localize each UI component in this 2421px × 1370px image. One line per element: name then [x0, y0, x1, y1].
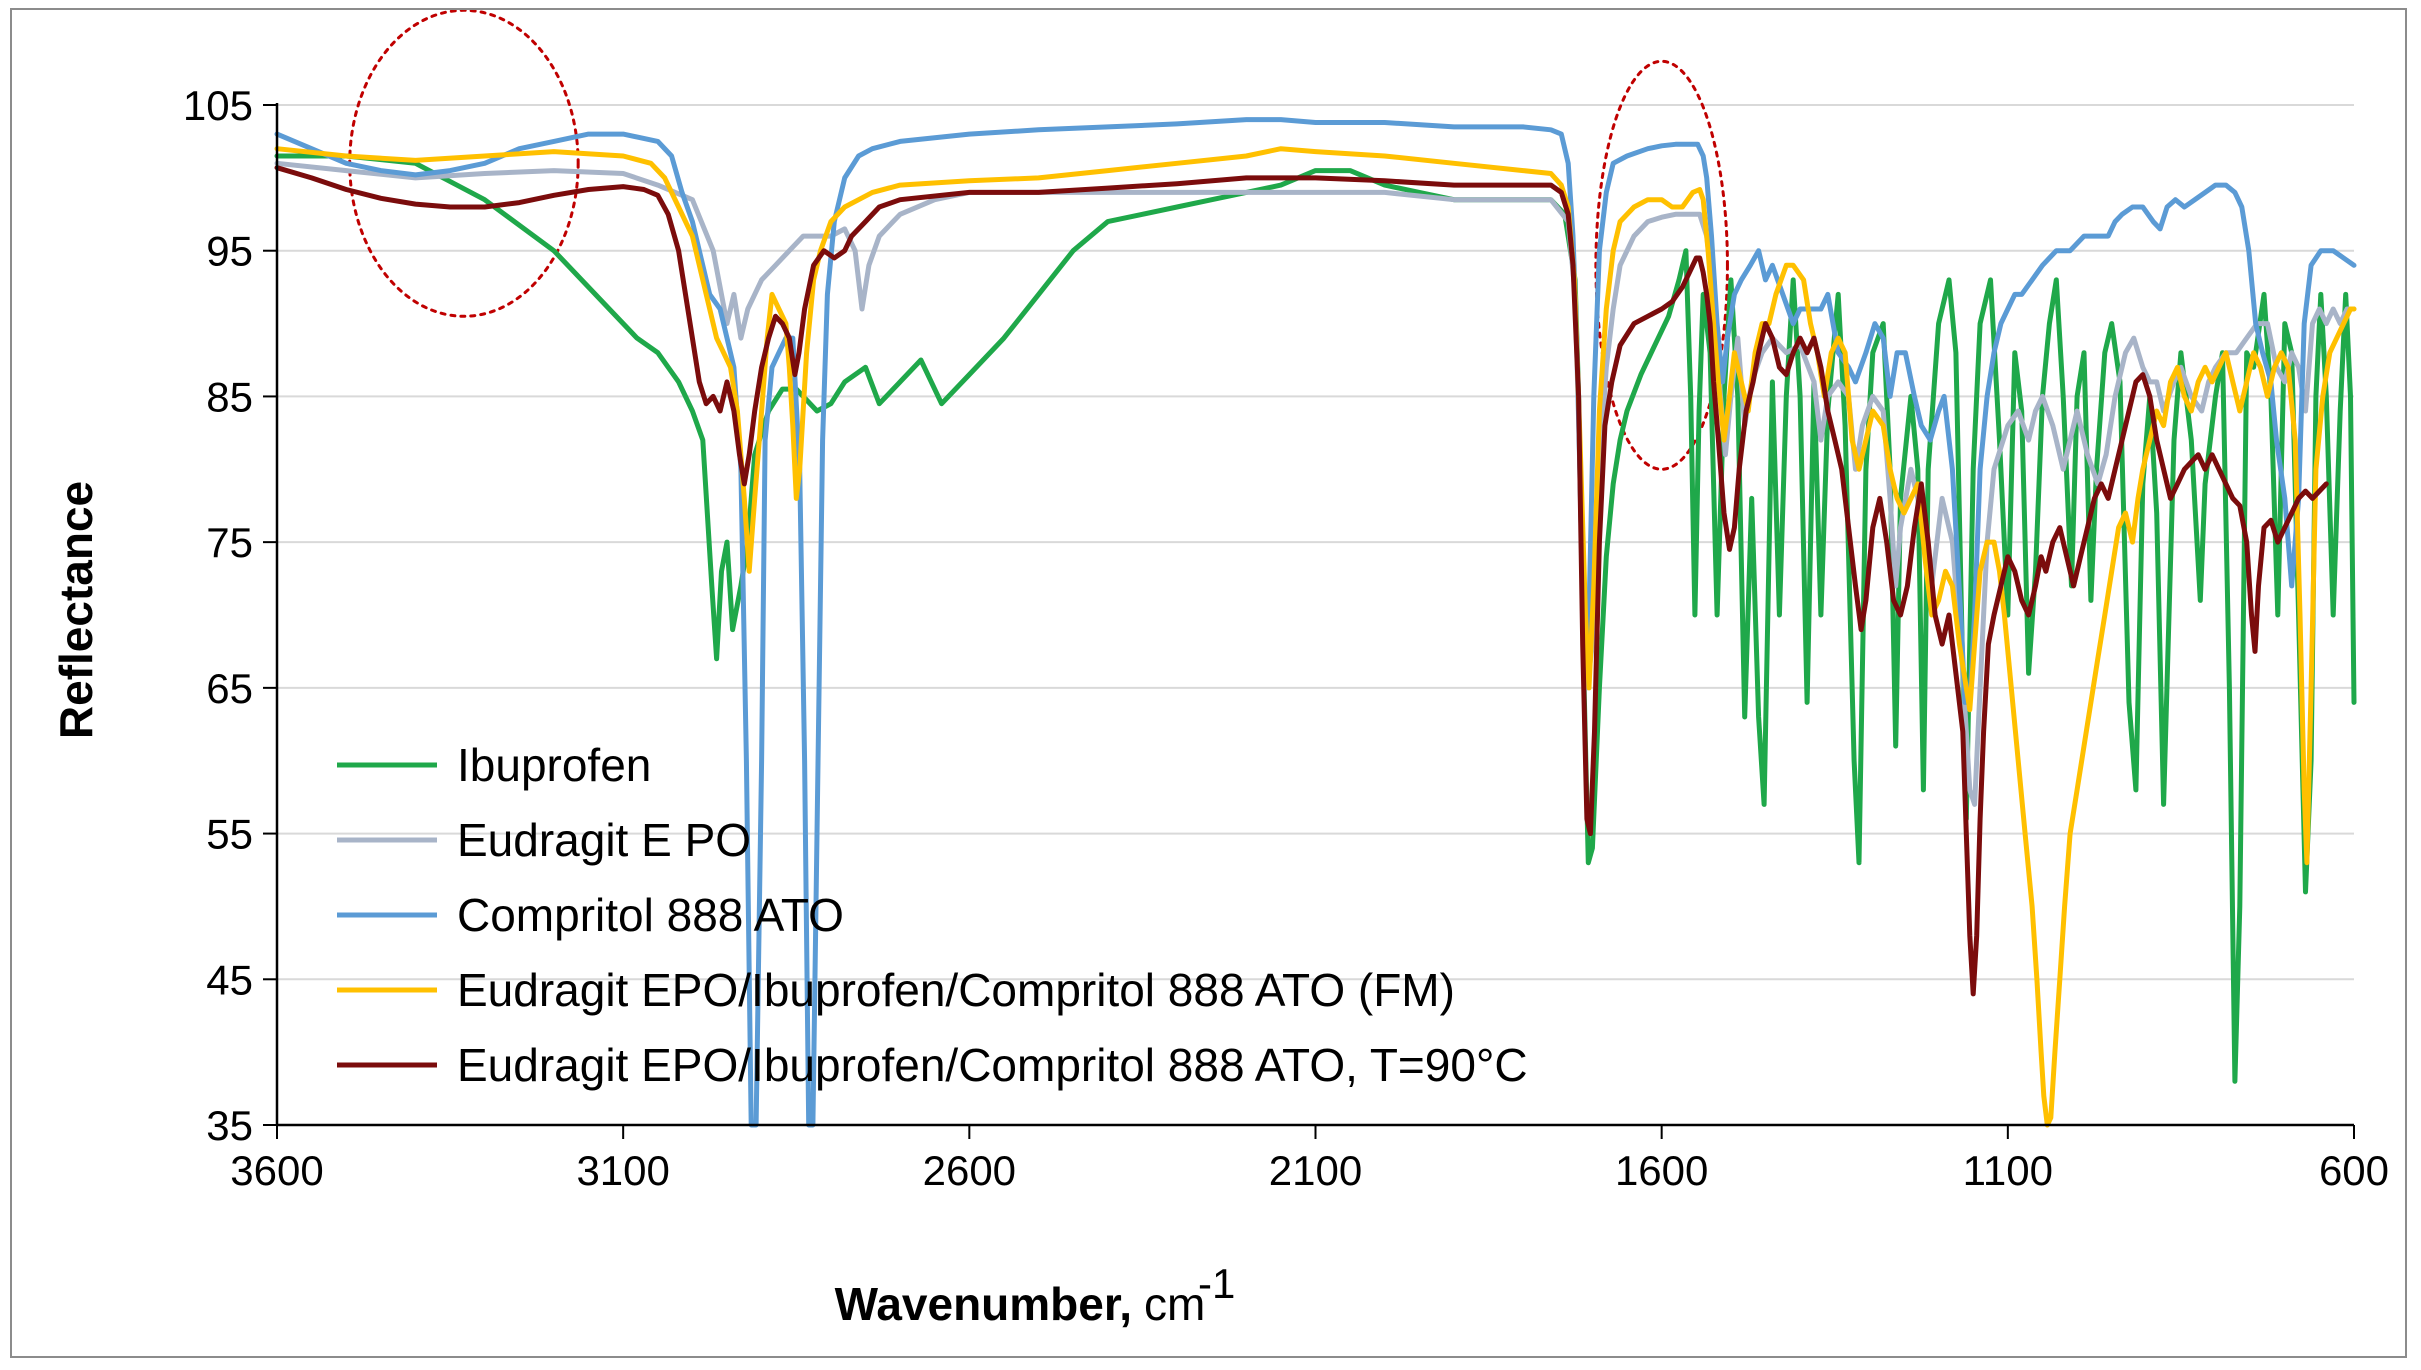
y-tick-label: 75 [206, 519, 253, 566]
x-axis-unit-exponent: -1 [1198, 1260, 1235, 1307]
y-axis-title: Reflectance [50, 481, 102, 739]
series-line-4 [274, 146, 2357, 1128]
y-tick-label: 95 [206, 228, 253, 275]
legend-label: Compritol 888 ATO [457, 889, 844, 941]
legend-label: Ibuprofen [457, 739, 651, 791]
x-axis-title: Wavenumber, [835, 1278, 1132, 1330]
y-tick-label: 85 [206, 373, 253, 420]
legend: Ibuprofen Eudragit E PO Compritol 888 ATO E… [337, 739, 1528, 1091]
grid-layer [277, 104, 2354, 1126]
x-tick-label: 1100 [1963, 1147, 2053, 1194]
x-tick-label: 3100 [576, 1147, 669, 1194]
y-tick-label: 65 [206, 665, 253, 712]
series-layer [274, 117, 2357, 1128]
axis-layer: 35 45 55 65 75 85 95 105 3600 3100 2600 2100 1600 110… [183, 82, 2389, 1194]
x-axis-unit: cm [1144, 1278, 1205, 1330]
chart-frame: 35 45 55 65 75 85 95 105 3600 3100 2600 2100 1600 110… [10, 8, 2407, 1358]
y-tick-label: 45 [206, 956, 253, 1003]
series-line-3 [274, 117, 2357, 1128]
y-tick-label: 105 [183, 82, 253, 129]
legend-label: Eudragit EPO/Ibuprofen/Compritol 888 ATO… [457, 964, 1455, 1016]
x-tick-label: 2100 [1269, 1147, 1362, 1194]
x-tick-label: 2600 [923, 1147, 1016, 1194]
annotation-ellipse-1 [348, 10, 580, 318]
x-tick-label: 600 [2319, 1147, 2389, 1194]
y-tick-label: 55 [206, 811, 253, 858]
legend-label: Eudragit E PO [457, 814, 751, 866]
y-tick-label: 35 [206, 1102, 253, 1149]
chart-canvas: 35 45 55 65 75 85 95 105 3600 3100 2600 2100 1600 110… [50, 10, 2389, 1330]
annotation-ellipse-2 [1594, 59, 1729, 471]
legend-label: Eudragit EPO/Ibuprofen/Compritol 888 ATO… [457, 1039, 1528, 1091]
series-line-1 [274, 153, 2357, 1084]
series-line-2 [274, 160, 2357, 807]
x-tick-label: 1600 [1615, 1147, 1708, 1194]
annotation-layer [348, 10, 1729, 471]
series-line-5 [274, 165, 2329, 997]
x-tick-label: 3600 [230, 1147, 323, 1194]
